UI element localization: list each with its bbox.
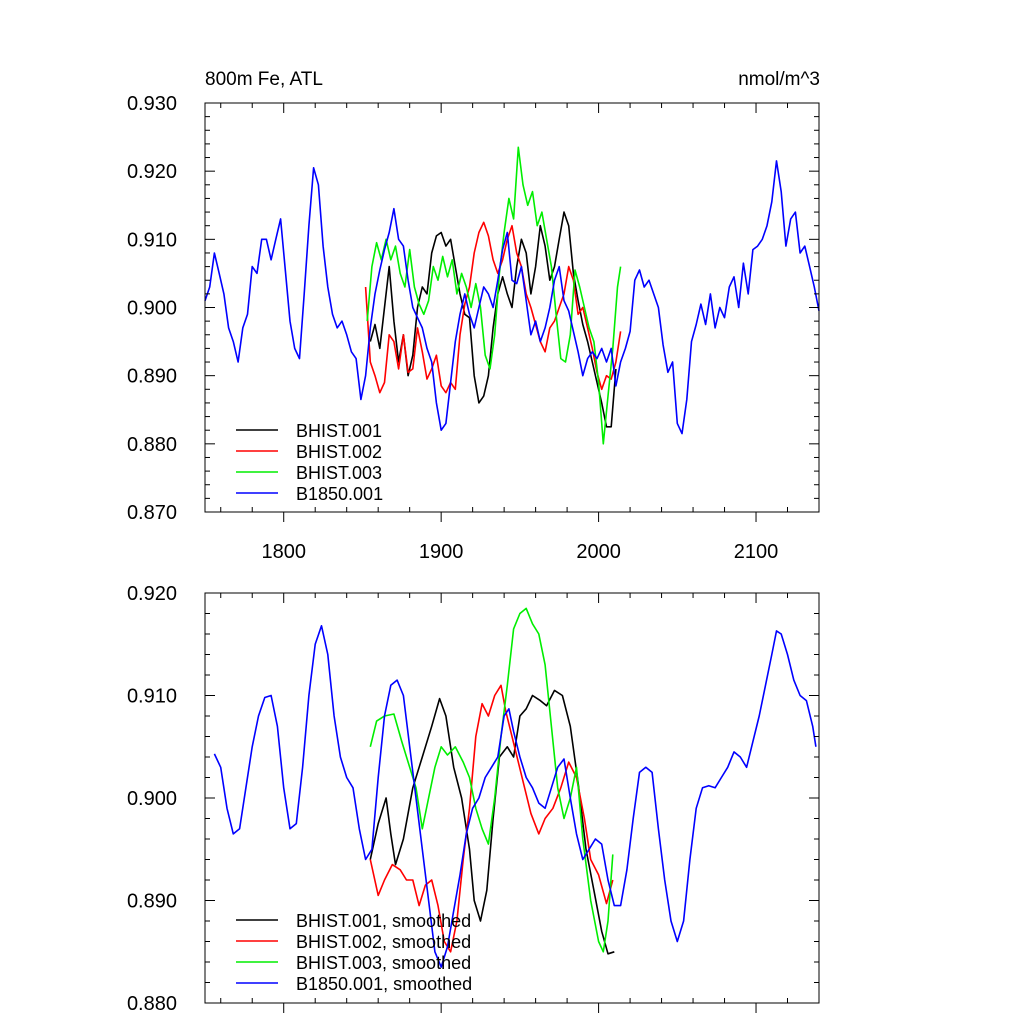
top-legend-label: BHIST.003 [296, 463, 382, 483]
bottom-legend-label: B1850.001, smoothed [296, 974, 472, 994]
top-ytick-label: 0.910 [127, 229, 177, 251]
bottom-axis-ticks: 0.880 0.890 0.900 0.910 0.920 [127, 583, 820, 1015]
top-ytick-label: 0.900 [127, 298, 177, 320]
top-ytick-label: 0.930 [127, 93, 177, 115]
top-series-group [204, 146, 820, 445]
top-chart-frame [204, 102, 820, 513]
top-legend-label: BHIST.002 [296, 442, 382, 462]
top-xtick-label: 2000 [576, 541, 621, 563]
bottom-series-bhist-003-smoothed [369, 607, 614, 953]
bottom-legend-label: BHIST.003, smoothed [296, 953, 471, 973]
top-xtick-label: 1900 [419, 541, 464, 563]
bottom-legend-label: BHIST.002, smoothed [296, 932, 471, 952]
bottom-chart-frame [204, 592, 820, 1004]
bottom-ytick-label: 0.900 [127, 788, 177, 810]
bottom-ytick-label: 0.890 [127, 891, 177, 913]
bottom-legend-label: BHIST.001, smoothed [296, 911, 471, 931]
top-series-bhist-003 [366, 146, 622, 445]
top-chart-title-right: nmol/m^3 [738, 69, 820, 90]
bottom-chart: 0.880 0.890 0.900 0.910 0.920 BHIST.001, smo… [127, 583, 820, 1015]
top-chart-title-left: 800m Fe, ATL [205, 69, 323, 90]
bottom-ytick-label: 0.910 [127, 686, 177, 708]
top-axis-ticks: 0.870 0.880 0.890 0.900 0.910 0.920 0.930 1800 1… [127, 93, 820, 563]
top-series-bhist-001 [369, 211, 617, 428]
bottom-series-bhist-002-smoothed [369, 684, 614, 953]
top-series-bhist-002 [364, 221, 622, 394]
top-ytick-label: 0.870 [127, 502, 177, 524]
bottom-series-bhist-001-smoothed [369, 689, 615, 955]
top-ytick-label: 0.880 [127, 434, 177, 456]
top-xtick-label: 2100 [734, 541, 779, 563]
bottom-series-b1850-001-smoothed [213, 625, 817, 968]
top-legend-label: B1850.001 [296, 484, 383, 504]
bottom-ytick-label: 0.880 [127, 993, 177, 1015]
top-ytick-label: 0.890 [127, 366, 177, 388]
bottom-ytick-label: 0.920 [127, 583, 177, 605]
top-ytick-label: 0.920 [127, 161, 177, 183]
top-series-b1850-001 [204, 160, 820, 435]
top-xtick-label: 1800 [261, 541, 306, 563]
bottom-series-group [213, 607, 817, 968]
top-legend-label: BHIST.001 [296, 421, 382, 441]
top-chart: 800m Fe, ATL nmol/m^3 0.870 0.880 0.890 0.9… [127, 69, 820, 563]
